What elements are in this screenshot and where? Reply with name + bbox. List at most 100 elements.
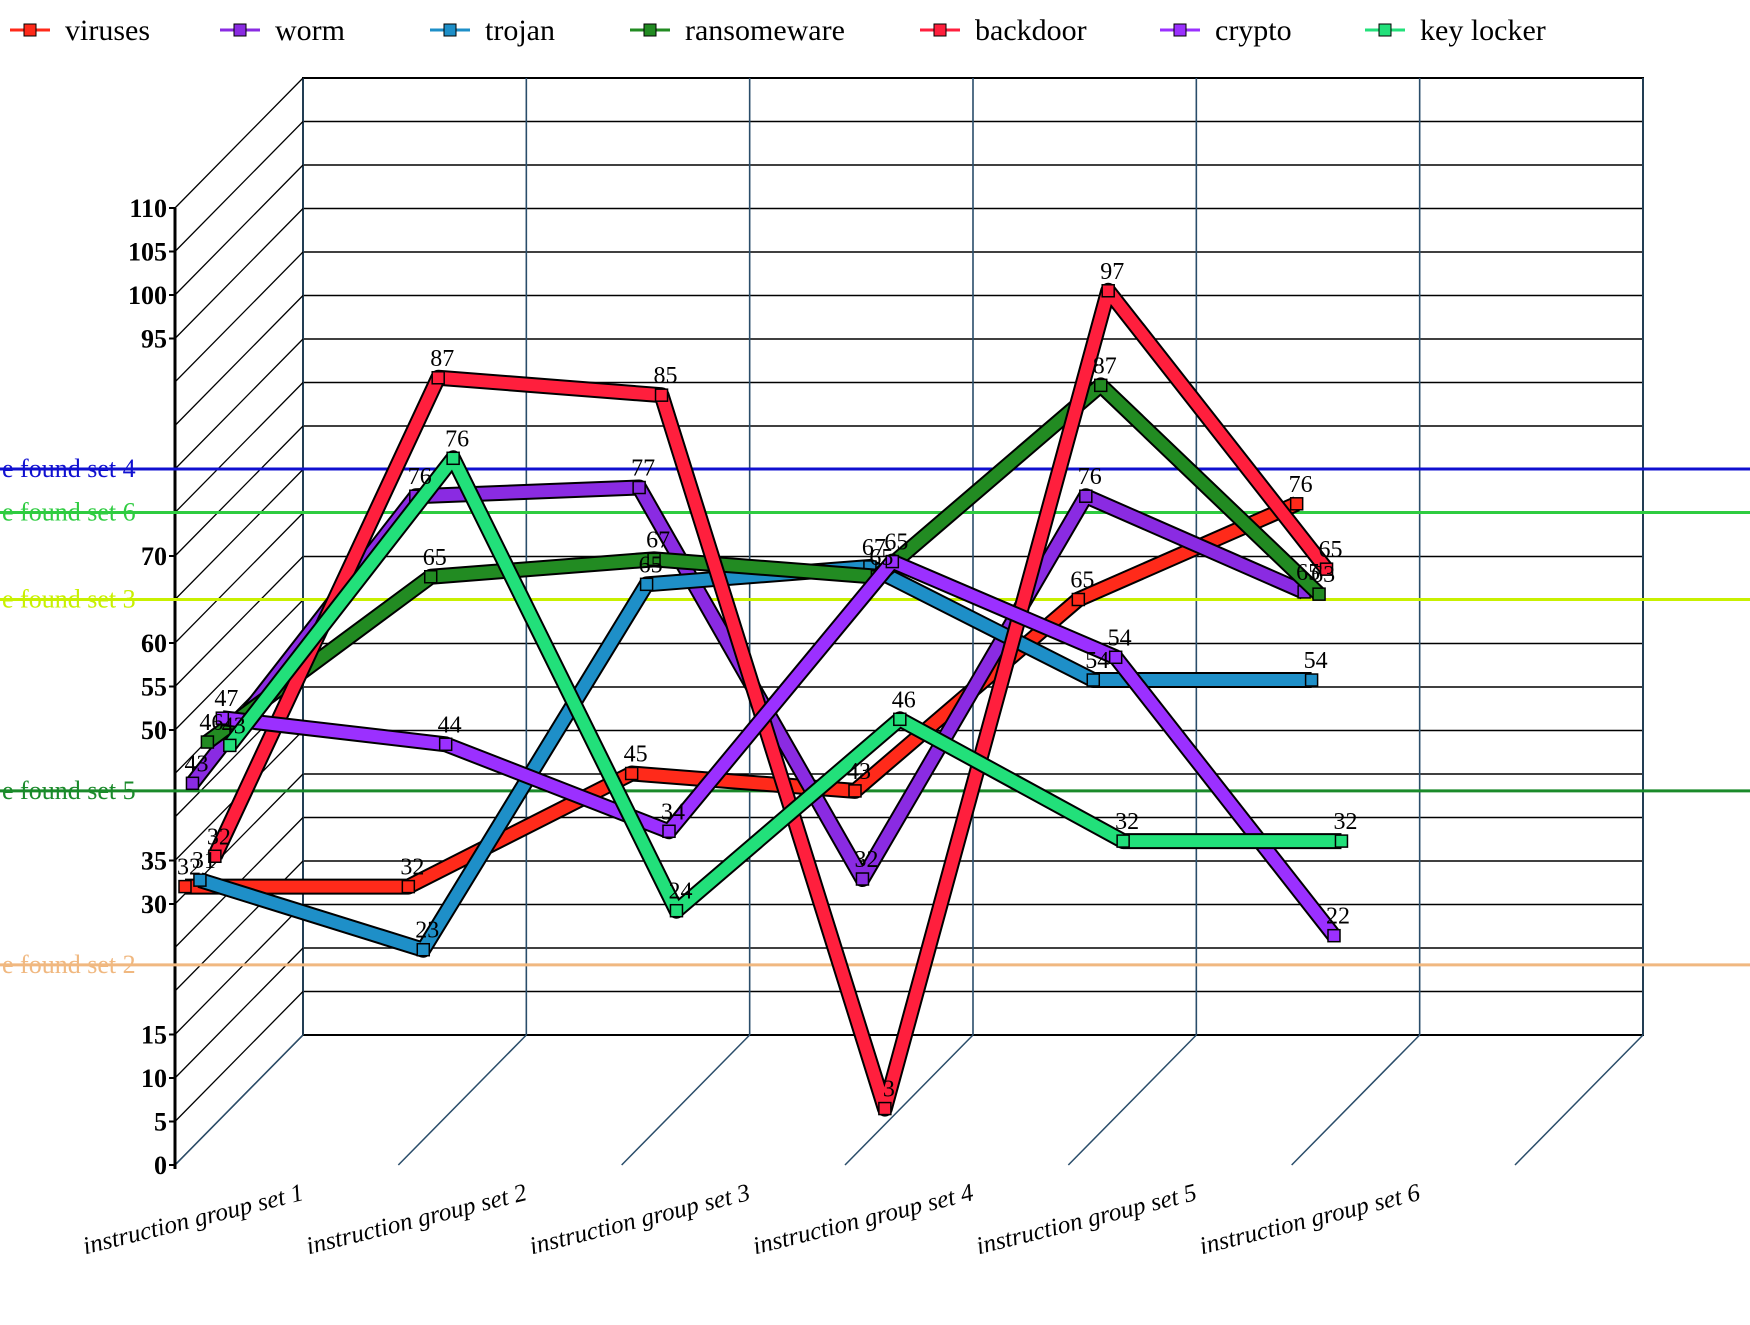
- side-depth-line: [174, 164, 304, 296]
- data-point: [878, 1101, 892, 1116]
- data-point: [1327, 928, 1341, 943]
- reference-line-label: e found set 4: [2, 454, 136, 483]
- legend: viruses worm trojan ransomeware backdoor cryp…: [10, 14, 1546, 47]
- data-point: [1086, 673, 1101, 687]
- series-lines: [178, 282, 1349, 1117]
- data-label: 24: [668, 879, 692, 905]
- reference-line-label: e found set 2: [2, 950, 136, 979]
- y-tick-label: 110: [129, 194, 167, 223]
- series-line: [221, 555, 1339, 940]
- data-point: [1312, 587, 1326, 601]
- series-line: [185, 498, 1300, 893]
- series-line: [203, 379, 1324, 747]
- floor-depth-line: [174, 1034, 304, 1166]
- data-label: 32: [400, 855, 424, 881]
- data-label: 76: [1289, 472, 1313, 498]
- data-label: 45: [624, 742, 648, 768]
- y-tick-label: 100: [128, 281, 167, 310]
- data-point: [178, 879, 192, 894]
- legend-entry: worm: [275, 14, 345, 47]
- side-depth-line: [174, 382, 304, 513]
- data-point: [446, 451, 460, 466]
- data-label: 23: [415, 918, 439, 944]
- y-tick-label: 0: [154, 1151, 167, 1180]
- data-label: 54: [1304, 648, 1328, 674]
- data-label: 32: [177, 855, 201, 881]
- data-point: [1319, 562, 1334, 576]
- data-label: 46: [199, 710, 223, 736]
- reference-line-label: e found set 5: [2, 776, 136, 805]
- x-category-label: instruction group set 5: [974, 1179, 1200, 1260]
- data-label: 65: [639, 552, 663, 578]
- data-label: 76: [445, 426, 469, 452]
- data-point: [1101, 284, 1115, 298]
- legend-entry: backdoor: [975, 14, 1087, 47]
- floor-depth-line: [844, 1034, 974, 1166]
- data-label: 65: [423, 545, 447, 571]
- data-point: [1108, 650, 1123, 665]
- legend-swatch-marker: [1173, 23, 1187, 37]
- y-tick-label: 35: [141, 847, 167, 876]
- data-label: 65: [1070, 568, 1094, 594]
- data-point: [1116, 834, 1130, 848]
- data-label: 32: [207, 824, 231, 850]
- side-depth-line: [174, 947, 304, 1079]
- x-category-label: instruction group set 1: [80, 1179, 306, 1260]
- side-depth-line: [174, 121, 304, 252]
- data-point: [223, 738, 237, 753]
- side-depth-line: [174, 556, 304, 687]
- data-point: [215, 711, 230, 725]
- back-wall-grid: [302, 77, 1644, 1036]
- side-depth-line: [174, 991, 304, 1122]
- data-point: [1289, 497, 1304, 511]
- data-label: 32: [854, 847, 878, 873]
- data-point: [438, 737, 453, 752]
- data-label: 43: [222, 713, 246, 739]
- y-tick-label: 60: [141, 629, 167, 658]
- data-point: [639, 577, 654, 592]
- y-tick-label: 15: [141, 1021, 167, 1050]
- data-point: [431, 371, 445, 385]
- legend-swatch-marker: [443, 23, 457, 37]
- data-point: [632, 480, 646, 495]
- data-label: 76: [1078, 464, 1102, 490]
- depth-lines: [174, 77, 1644, 1166]
- side-depth-line: [174, 295, 304, 426]
- data-label: 65: [869, 545, 893, 571]
- data-point: [1334, 834, 1349, 848]
- y-tick-label: 105: [128, 238, 167, 267]
- data-label: 65: [884, 530, 908, 556]
- data-label: 67: [862, 535, 886, 561]
- side-depth-line: [174, 512, 304, 644]
- data-label: 46: [892, 687, 916, 713]
- legend-swatch-marker: [1378, 23, 1392, 37]
- data-point: [669, 903, 684, 918]
- series-line: [209, 284, 1332, 1115]
- data-label: 63: [1311, 562, 1335, 588]
- data-point: [885, 554, 900, 569]
- data-label: 34: [661, 799, 685, 825]
- side-depth-line: [174, 77, 304, 209]
- data-label: 65: [1319, 537, 1343, 563]
- legend-swatch-marker: [23, 23, 37, 37]
- data-point: [416, 942, 431, 957]
- data-point: [647, 552, 661, 567]
- side-depth-line: [174, 208, 304, 339]
- data-point: [1093, 378, 1108, 393]
- data-label: 3: [883, 1077, 895, 1103]
- data-point: [1304, 673, 1319, 687]
- data-label: 76: [408, 464, 432, 490]
- y-tick-label: 55: [141, 673, 167, 702]
- y-tick-label: 10: [141, 1064, 167, 1093]
- data-label: 32: [1115, 809, 1139, 835]
- data-label: 67: [646, 527, 670, 553]
- legend-entry: crypto: [1215, 14, 1292, 47]
- data-point: [185, 776, 200, 791]
- floor-depth-line: [621, 1034, 751, 1166]
- y-tick-label: 5: [154, 1108, 167, 1137]
- x-category-label: instruction group set 4: [750, 1179, 976, 1260]
- data-label: 43: [847, 759, 871, 785]
- data-label: 87: [430, 346, 454, 372]
- data-label: 85: [654, 363, 678, 389]
